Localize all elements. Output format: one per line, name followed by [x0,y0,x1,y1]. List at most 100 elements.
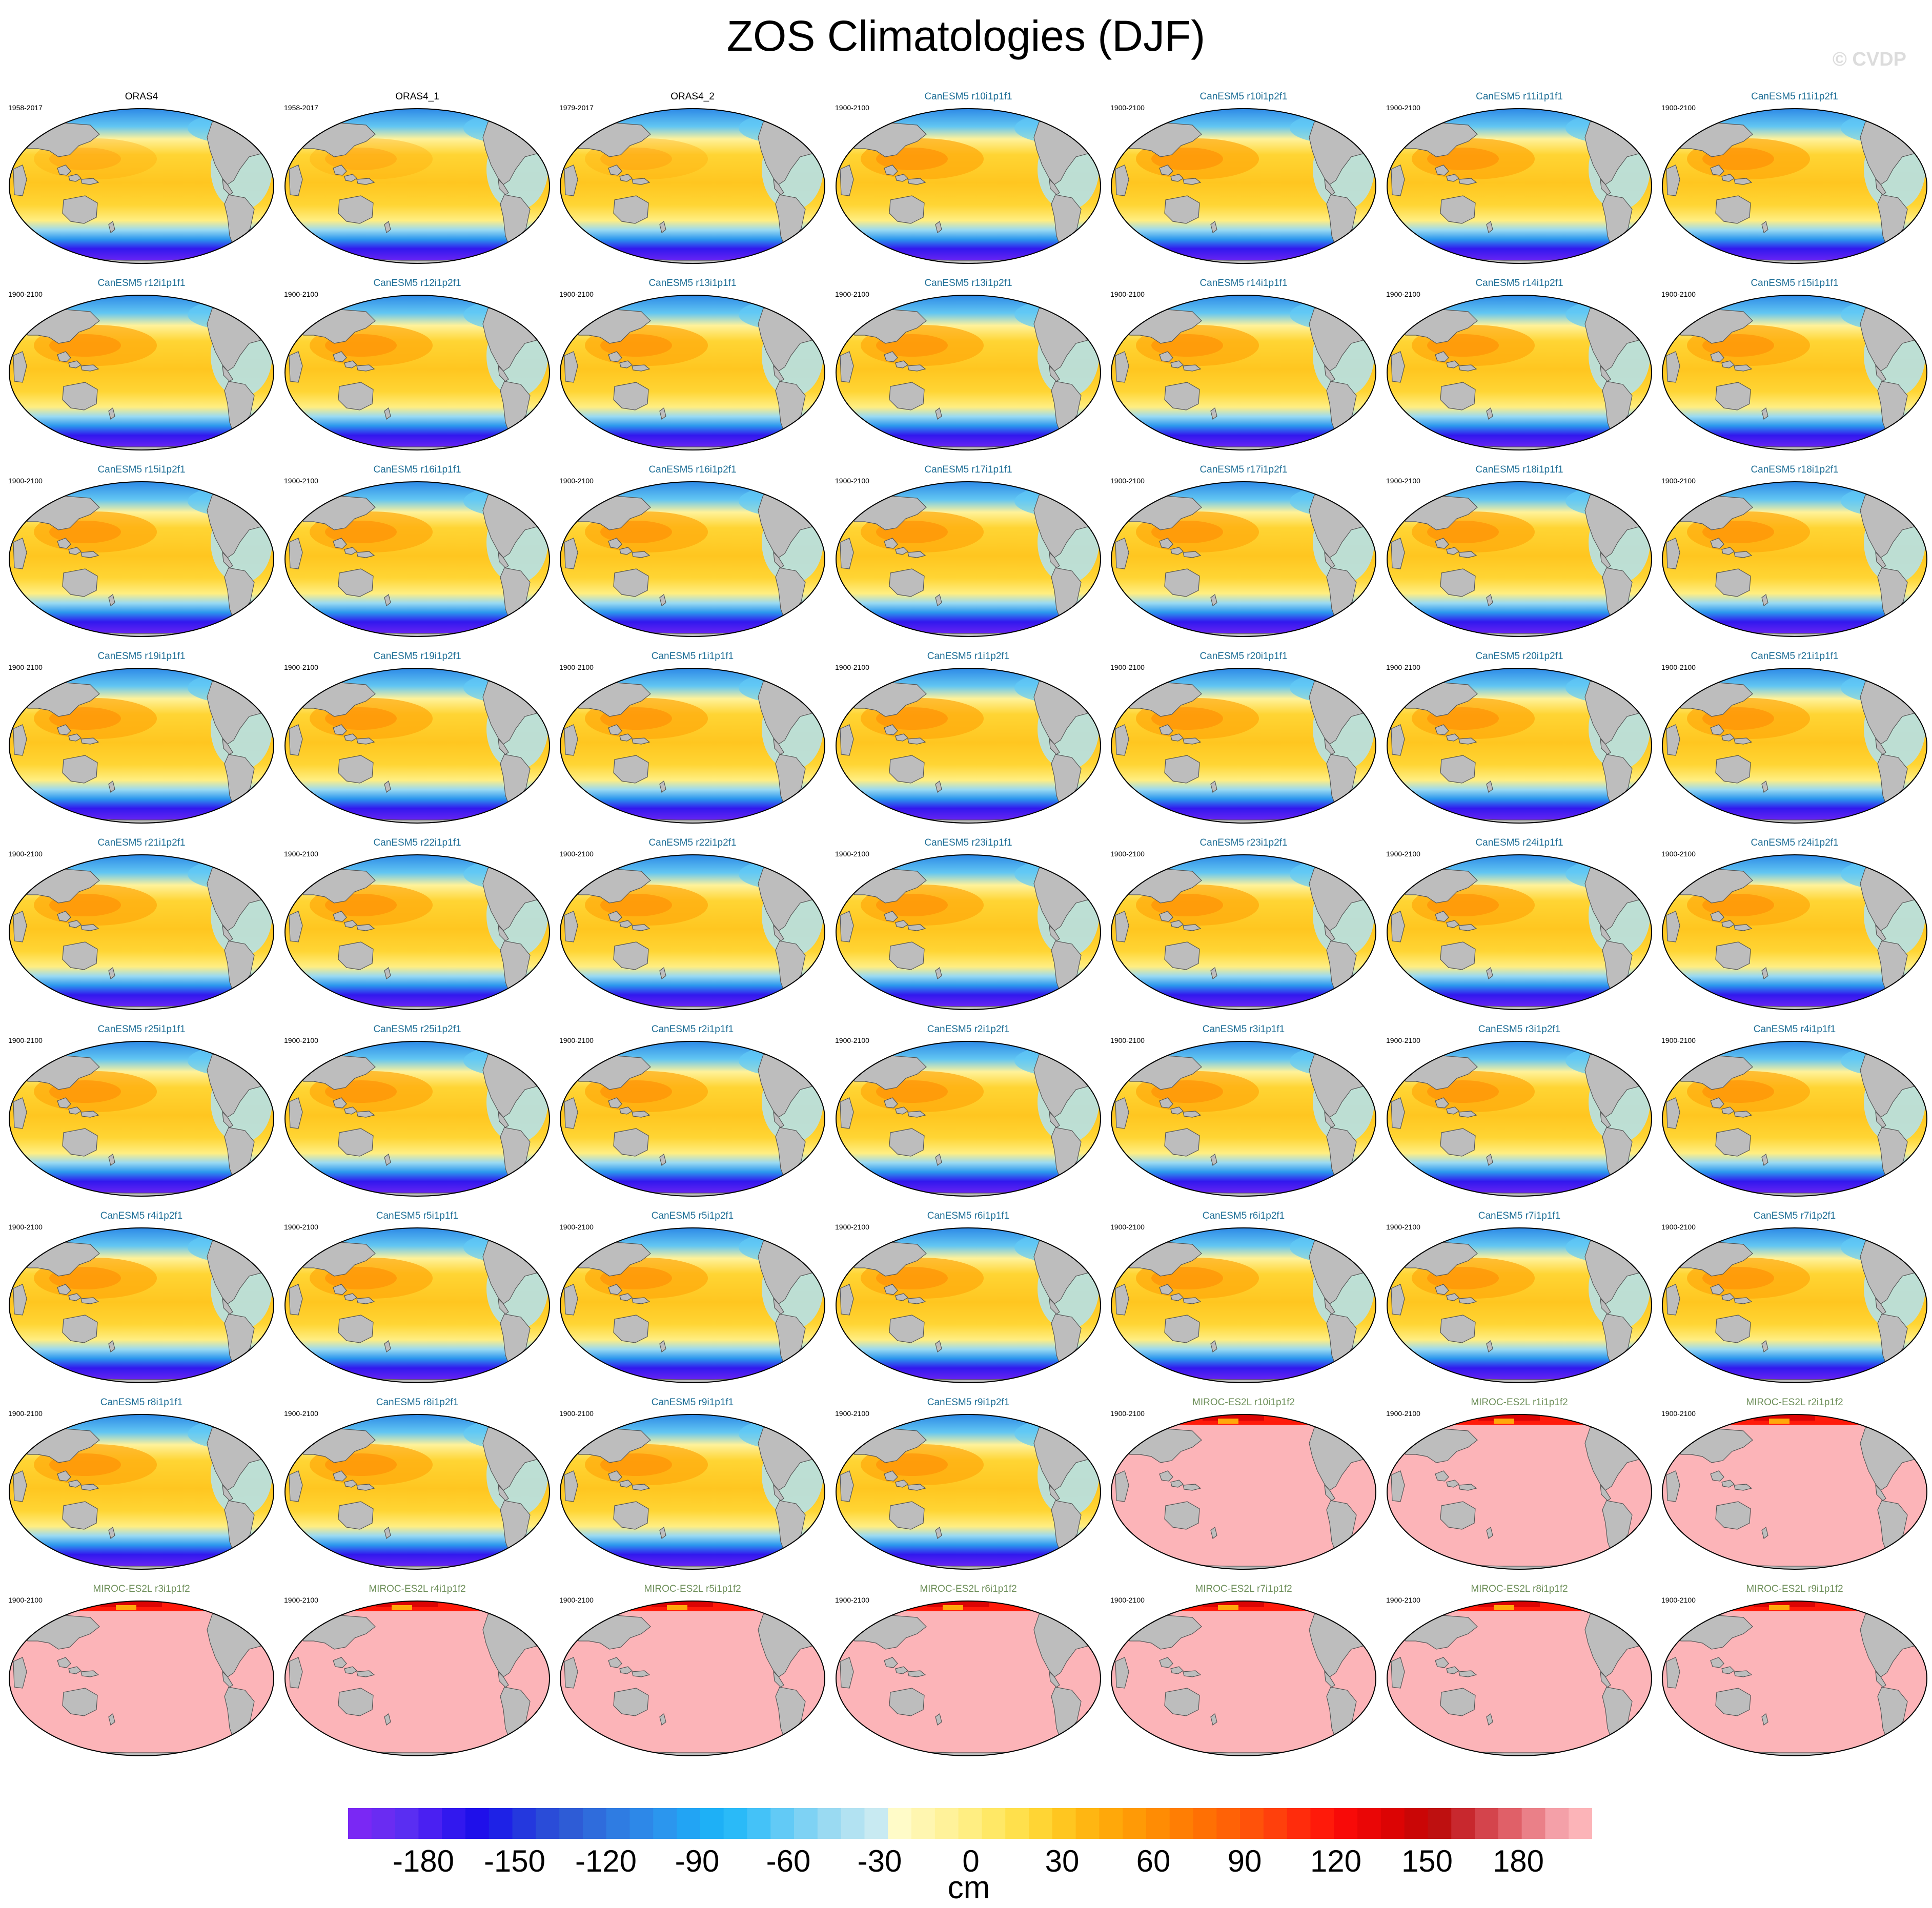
panel-title: CanESM5 r5i1p1f1 [376,1211,459,1221]
panel-period: 1900-2100 [835,1596,869,1604]
map-panel: MIROC-ES2L r5i1p1f2 1900-2100 [554,1584,831,1763]
panel-title: CanESM5 r15i1p1f1 [1751,278,1839,289]
colorbar-swatch [1099,1808,1123,1839]
map-panel: MIROC-ES2L r3i1p1f2 1900-2100 [3,1584,280,1763]
world-map [1111,1414,1376,1570]
map-panel: CanESM5 r25i1p2f1 1900-2100 [279,1024,556,1203]
map-panel: CanESM5 r12i1p2f1 1900-2100 [279,278,556,457]
colorbar-swatch [817,1808,842,1839]
panel-period: 1900-2100 [1110,850,1145,858]
map-panel: CanESM5 r18i1p2f1 1900-2100 [1656,464,1932,644]
map-panel: CanESM5 r24i1p1f1 1900-2100 [1381,837,1658,1017]
world-map [9,1601,274,1756]
map-panel: MIROC-ES2L r8i1p1f2 1900-2100 [1381,1584,1658,1763]
map-panel: CanESM5 r1i1p2f1 1900-2100 [830,651,1107,830]
colorbar-swatch [770,1808,795,1839]
map-panel: CanESM5 r11i1p1f1 1900-2100 [1381,91,1658,271]
panel-period: 1900-2100 [1386,850,1420,858]
panel-title: CanESM5 r17i1p2f1 [1199,464,1288,475]
world-map [836,854,1101,1010]
panel-title: MIROC-ES2L r2i1p1f2 [1746,1397,1843,1408]
colorbar-swatch [371,1808,396,1839]
panel-title: CanESM5 r17i1p1f1 [924,464,1012,475]
map-panel: CanESM5 r15i1p1f1 1900-2100 [1656,278,1932,457]
panel-title: MIROC-ES2L r6i1p1f2 [920,1584,1017,1594]
panel-period: 1900-2100 [284,290,318,298]
world-map [1662,295,1927,450]
world-map [836,1414,1101,1570]
panel-title: ORAS4 [125,91,158,102]
panel-period: 1900-2100 [284,1223,318,1231]
panel-title: MIROC-ES2L r7i1p1f2 [1195,1584,1292,1594]
colorbar-swatch [536,1808,560,1839]
panel-period: 1900-2100 [284,1036,318,1044]
colorbar-swatch [1169,1808,1194,1839]
panel-title: CanESM5 r5i1p2f1 [651,1211,734,1221]
panel-title: ORAS4_1 [395,91,439,102]
panel-title: CanESM5 r25i1p1f1 [97,1024,186,1035]
map-panel: MIROC-ES2L r7i1p1f2 1900-2100 [1105,1584,1382,1763]
colorbar-swatch [1146,1808,1170,1839]
panel-period: 1900-2100 [1661,104,1696,112]
panel-period: 1900-2100 [559,663,594,671]
world-map [836,108,1101,264]
world-map [1111,854,1376,1010]
colorbar-swatch [489,1808,513,1839]
map-panel: CanESM5 r24i1p2f1 1900-2100 [1656,837,1932,1017]
panel-title: MIROC-ES2L r5i1p1f2 [644,1584,741,1594]
map-panel: CanESM5 r10i1p2f1 1900-2100 [1105,91,1382,271]
world-map [836,668,1101,824]
world-map [1387,1414,1652,1570]
map-panel: CanESM5 r2i1p1f1 1900-2100 [554,1024,831,1203]
panel-title: CanESM5 r21i1p1f1 [1751,651,1839,662]
world-map [1662,1227,1927,1383]
colorbar-tick: 90 [1227,1844,1262,1878]
panel-period: 1900-2100 [1110,1409,1145,1418]
colorbar-swatch [1287,1808,1311,1839]
world-map [9,108,274,264]
world-map [9,854,274,1010]
panel-title: CanESM5 r4i1p1f1 [1753,1024,1836,1035]
world-map [284,1414,550,1570]
colorbar-swatch [1475,1808,1499,1839]
world-map [284,1227,550,1383]
map-panel: CanESM5 r20i1p2f1 1900-2100 [1381,651,1658,830]
panel-period: 1900-2100 [8,477,43,485]
panel-period: 1900-2100 [559,1409,594,1418]
colorbar-swatch [934,1808,959,1839]
panel-title: CanESM5 r16i1p2f1 [648,464,737,475]
panel-title: MIROC-ES2L r9i1p1f2 [1746,1584,1843,1594]
panel-title: CanESM5 r22i1p1f1 [373,837,461,848]
map-panel: ORAS4_1 1958-2017 [279,91,556,271]
panel-period: 1900-2100 [1110,1036,1145,1044]
panel-period: 1900-2100 [1386,290,1420,298]
panel-title: CanESM5 r24i1p1f1 [1475,837,1563,848]
map-panel: CanESM5 r16i1p2f1 1900-2100 [554,464,831,644]
panel-title: CanESM5 r20i1p1f1 [1199,651,1288,662]
panel-title: CanESM5 r1i1p2f1 [927,651,1010,662]
watermark: © CVDP [1832,49,1906,70]
panel-title: CanESM5 r1i1p1f1 [651,651,734,662]
colorbar-swatch [395,1808,419,1839]
colorbar-swatch [1310,1808,1334,1839]
colorbar-swatch [465,1808,490,1839]
colorbar-tick: 180 [1492,1844,1544,1878]
colorbar-swatch [1193,1808,1217,1839]
world-map [1387,108,1652,264]
world-map [1387,1227,1652,1383]
world-map [1111,1227,1376,1383]
panel-title: CanESM5 r12i1p2f1 [373,278,461,289]
panel-period: 1900-2100 [835,477,869,485]
colorbar-swatch [582,1808,607,1839]
world-map [1387,668,1652,824]
map-panel: CanESM5 r7i1p2f1 1900-2100 [1656,1211,1932,1390]
world-map [1111,668,1376,824]
panel-period: 1900-2100 [8,1036,43,1044]
panel-period: 1900-2100 [1110,477,1145,485]
panel-period: 1900-2100 [284,663,318,671]
map-panel: CanESM5 r14i1p1f1 1900-2100 [1105,278,1382,457]
map-panel: CanESM5 r12i1p1f1 1900-2100 [3,278,280,457]
colorbar-swatch [747,1808,771,1839]
colorbar-swatch [629,1808,654,1839]
panel-period: 1900-2100 [835,1036,869,1044]
